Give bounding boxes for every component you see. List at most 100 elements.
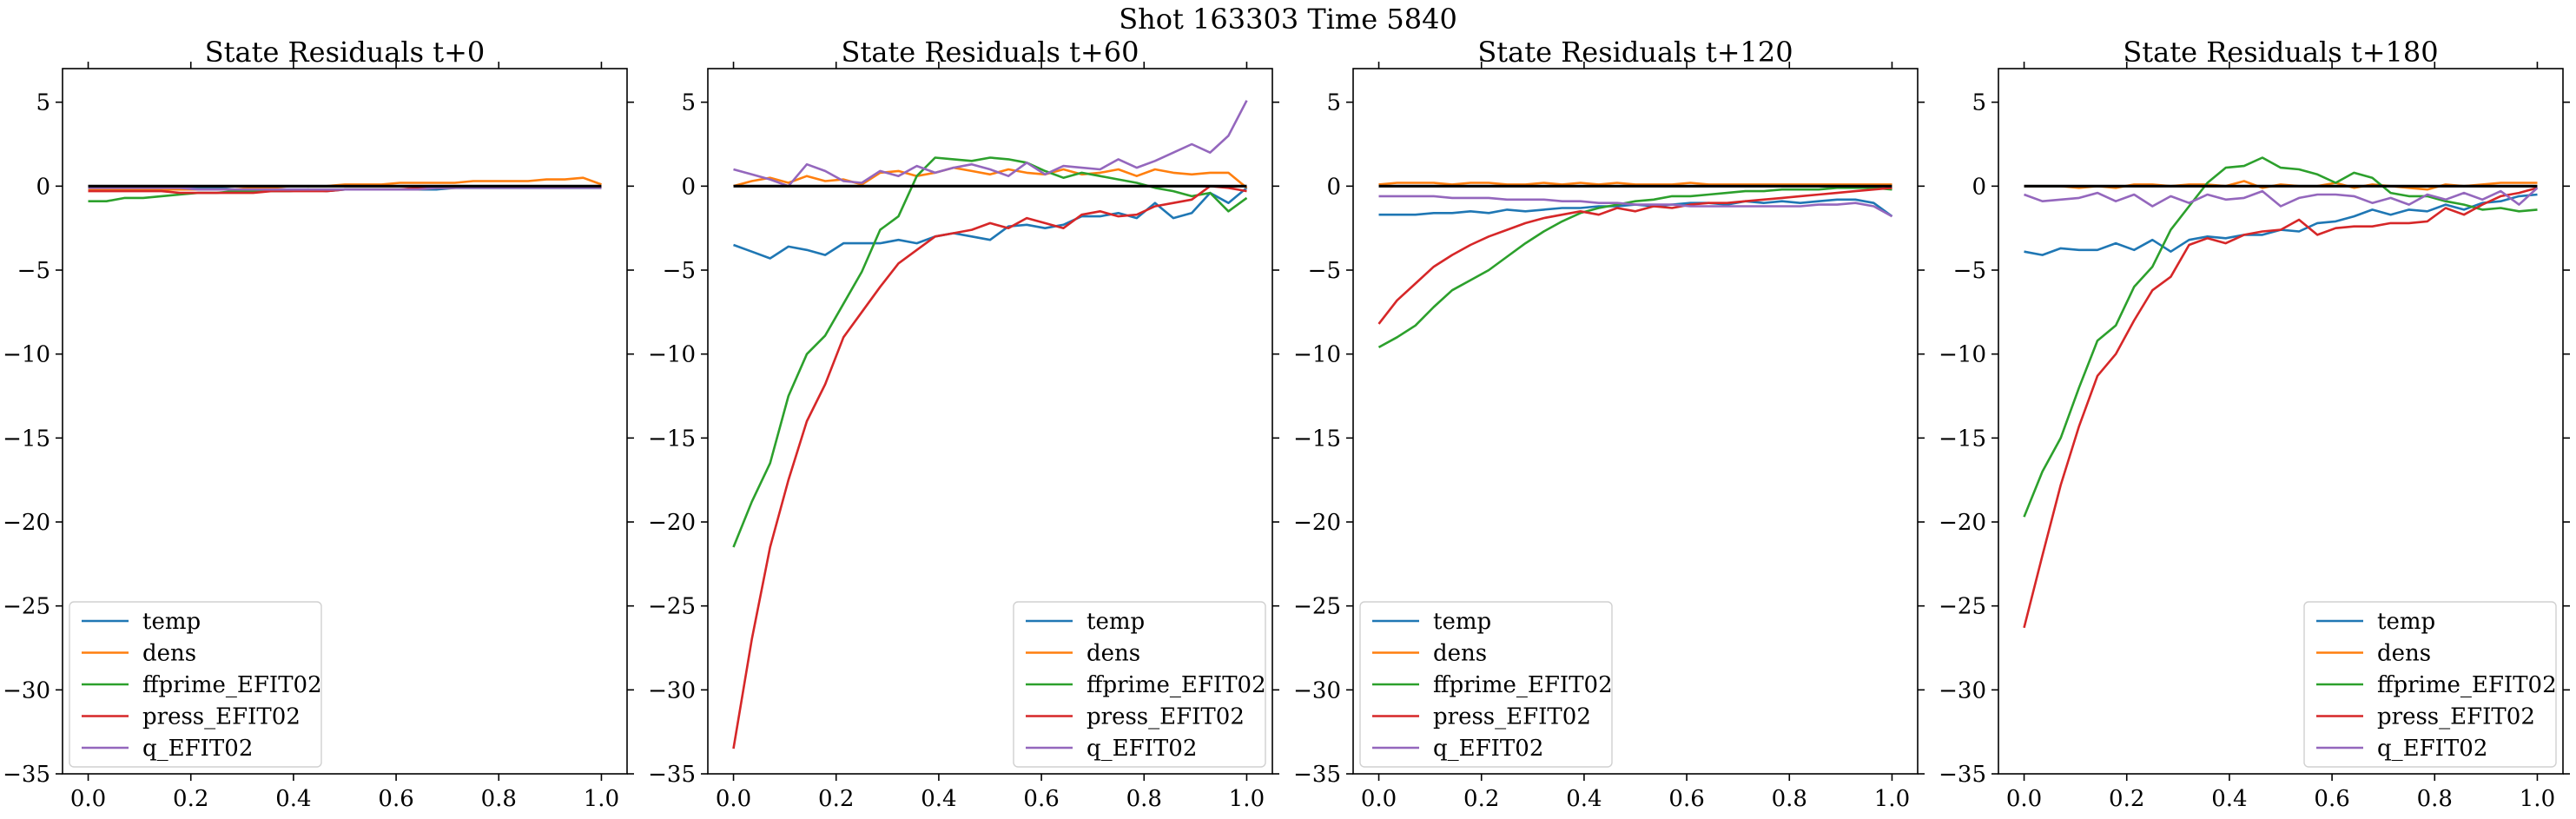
subplot-3-x-tick-label-2: 0.4 (1566, 786, 1602, 812)
subplot-1-x-tick-label-4: 0.8 (481, 786, 517, 812)
subplot-4-legend-label-temp: temp (2377, 609, 2435, 635)
subplot-3-y-tick-label-3: −10 (1293, 342, 1341, 368)
subplot-4-x-tick-label-5: 1.0 (2520, 786, 2555, 812)
subplot-1-x-tick-label-3: 0.6 (378, 786, 413, 812)
subplot-4-x-tick-label-1: 0.2 (2109, 786, 2144, 812)
subplot-3-legend: temp dens ffprime_EFIT02 press_EFIT02 q_EFIT… (1359, 601, 1613, 768)
subplot-1-title: State Residuals t+0 (205, 36, 485, 69)
subplot-2-y-tick-label-4: −15 (648, 426, 696, 452)
subplot-4-title: State Residuals t+180 (2123, 36, 2438, 69)
subplot-4-legend-label-dens: dens (2377, 641, 2431, 667)
subplot-1-x-tick-label-2: 0.4 (275, 786, 311, 812)
subplot-4-x-tick-label-0: 0.0 (2006, 786, 2042, 812)
subplot-2-y-tick-label-1: 0 (681, 174, 696, 200)
subplot-3-y-tick-label-1: 0 (1326, 174, 1341, 200)
subplot-2-y-tick-label-3: −10 (648, 342, 696, 368)
subplot-2-x-tick-label-2: 0.4 (921, 786, 956, 812)
subplot-2: State Residuals t+60 0.0 0.2 0.4 0.6 0.8 1.0 5… (648, 36, 1279, 812)
subplot-4-legend-box (2303, 601, 2557, 768)
subplot-3: State Residuals t+120 0.0 0.2 0.4 0.6 0.8 1.0… (1293, 36, 1925, 812)
subplot-3-y-tick-label-4: −15 (1293, 426, 1341, 452)
subplot-4-legend: temp dens ffprime_EFIT02 press_EFIT02 q_EFIT… (2303, 601, 2557, 768)
subplot-2-legend-box (1013, 601, 1266, 768)
subplot-1-legend: temp dens ffprime_EFIT02 press_EFIT02 q_EFIT… (69, 601, 322, 768)
subplot-1-y-tick-label-8: −35 (3, 762, 50, 788)
subplot-1-legend-box (69, 601, 322, 768)
subplot-3-x-tick-label-0: 0.0 (1361, 786, 1397, 812)
subplot-3-series-dens-line (1378, 182, 1892, 186)
subplot-4-series-press-efit02-line (2023, 187, 2538, 629)
subplot-1-y-tick-label-0: 5 (36, 90, 50, 116)
subplot-3-x-tick-label-5: 1.0 (1874, 786, 1910, 812)
subplot-2-y-tick-label-5: −20 (648, 510, 696, 536)
subplot-2-legend-label-dens: dens (1087, 641, 1140, 667)
subplot-1-y-tick-label-4: −15 (3, 426, 50, 452)
subplot-4-legend-label-q-efit02: q_EFIT02 (2377, 736, 2487, 762)
subplot-2-series-press-efit02-line (732, 185, 1247, 750)
subplot-1-y-tick-label-5: −20 (3, 510, 50, 536)
subplot-2-x-tick-label-1: 0.2 (818, 786, 854, 812)
subplot-3-y-tick-label-7: −30 (1293, 677, 1341, 703)
subplot-2-y-tick-label-7: −30 (648, 677, 696, 703)
subplot-2-title: State Residuals t+60 (842, 36, 1139, 69)
subplot-2-y-tick-label-2: −5 (663, 258, 696, 284)
subplot-4-x-tick-label-4: 0.8 (2417, 786, 2453, 812)
subplot-2-legend-label-ffprime-efit02: ffprime_EFIT02 (1087, 672, 1266, 698)
subplot-2-y-tick-label-8: −35 (648, 762, 696, 788)
subplot-2-legend-label-q-efit02: q_EFIT02 (1087, 736, 1197, 762)
subplot-4-y-tick-label-6: −25 (1939, 594, 1986, 620)
subplot-3-y-tick-label-8: −35 (1293, 762, 1341, 788)
subplot-1-y-tick-label-7: −30 (3, 677, 50, 703)
subplot-1-y-tick-label-6: −25 (3, 594, 50, 620)
subplot-1-legend-label-ffprime-efit02: ffprime_EFIT02 (142, 672, 322, 698)
subplot-1-legend-label-press-efit02: press_EFIT02 (142, 704, 301, 730)
subplot-4-y-tick-label-4: −15 (1939, 426, 1986, 452)
subplot-3-y-tick-label-5: −20 (1293, 510, 1341, 536)
subplot-1-series-q-efit02-line (88, 187, 602, 191)
subplot-2-series-temp-line (733, 187, 1248, 260)
subplot-2-y-tick-label-6: −25 (648, 594, 696, 620)
subplot-3-legend-label-temp: temp (1433, 609, 1491, 635)
subplot-3-legend-label-ffprime-efit02: ffprime_EFIT02 (1433, 672, 1613, 698)
subplot-4-y-tick-label-7: −30 (1939, 677, 1986, 703)
subplot-2-series-q-efit02-line (733, 100, 1248, 188)
subplot-4-y-tick-label-8: −35 (1939, 762, 1986, 788)
subplot-3-y-tick-label-6: −25 (1293, 594, 1341, 620)
subplot-2-x-tick-label-5: 1.0 (1229, 786, 1265, 812)
subplot-3-series-press-efit02-line (1377, 187, 1892, 325)
subplot-2-y-tick-label-0: 5 (681, 90, 696, 116)
subplot-3-x-tick-label-4: 0.8 (1772, 786, 1807, 812)
subplot-4-axes-frame (1998, 68, 2564, 775)
subplot-1-y-tick-label-2: −5 (17, 258, 50, 284)
subplot-1-legend-label-q-efit02: q_EFIT02 (142, 736, 253, 762)
subplot-1-series-dens-line (88, 176, 602, 191)
subplot-4-x-tick-label-2: 0.4 (2211, 786, 2247, 812)
subplot-3-series-ffprime-efit02-line (1377, 187, 1892, 349)
subplot-3-legend-label-q-efit02: q_EFIT02 (1433, 736, 1543, 762)
subplot-1-legend-label-temp: temp (142, 609, 201, 635)
subplot-1: State Residuals t+0 0.0 0.2 0.4 0.6 0.8 1.0 5 0… (3, 36, 634, 812)
subplot-1-y-tick-label-1: 0 (36, 174, 50, 200)
subplot-4-y-tick-label-1: 0 (1972, 174, 1986, 200)
subplot-1-legend-label-dens: dens (142, 641, 196, 667)
subplot-4-legend-label-press-efit02: press_EFIT02 (2377, 704, 2535, 730)
subplot-4-legend-label-ffprime-efit02: ffprime_EFIT02 (2377, 672, 2557, 698)
subplot-2-legend: temp dens ffprime_EFIT02 press_EFIT02 q_EFIT… (1013, 601, 1266, 768)
subplot-3-x-tick-label-3: 0.6 (1668, 786, 1704, 812)
subplot-3-legend-label-dens: dens (1433, 641, 1487, 667)
subplot-2-axes-frame (707, 68, 1273, 775)
subplot-2-series-ffprime-efit02-line (732, 156, 1248, 548)
subplot-3-legend-label-press-efit02: press_EFIT02 (1433, 704, 1591, 730)
subplot-4-series-q-efit02-line (2024, 187, 2539, 208)
subplot-2-series-dens-line (733, 166, 1248, 189)
subplot-3-axes-frame (1352, 68, 1919, 775)
subplot-2-x-tick-label-3: 0.6 (1023, 786, 1059, 812)
subplot-1-y-tick-label-3: −10 (3, 342, 50, 368)
subplot-1-axes-frame (62, 68, 628, 775)
subplot-3-legend-box (1359, 601, 1613, 768)
subplot-1-x-tick-label-0: 0.0 (70, 786, 106, 812)
subplot-2-x-tick-label-0: 0.0 (716, 786, 751, 812)
subplot-4-y-tick-label-0: 5 (1972, 90, 1986, 116)
subplot-3-y-tick-label-0: 5 (1326, 90, 1341, 116)
